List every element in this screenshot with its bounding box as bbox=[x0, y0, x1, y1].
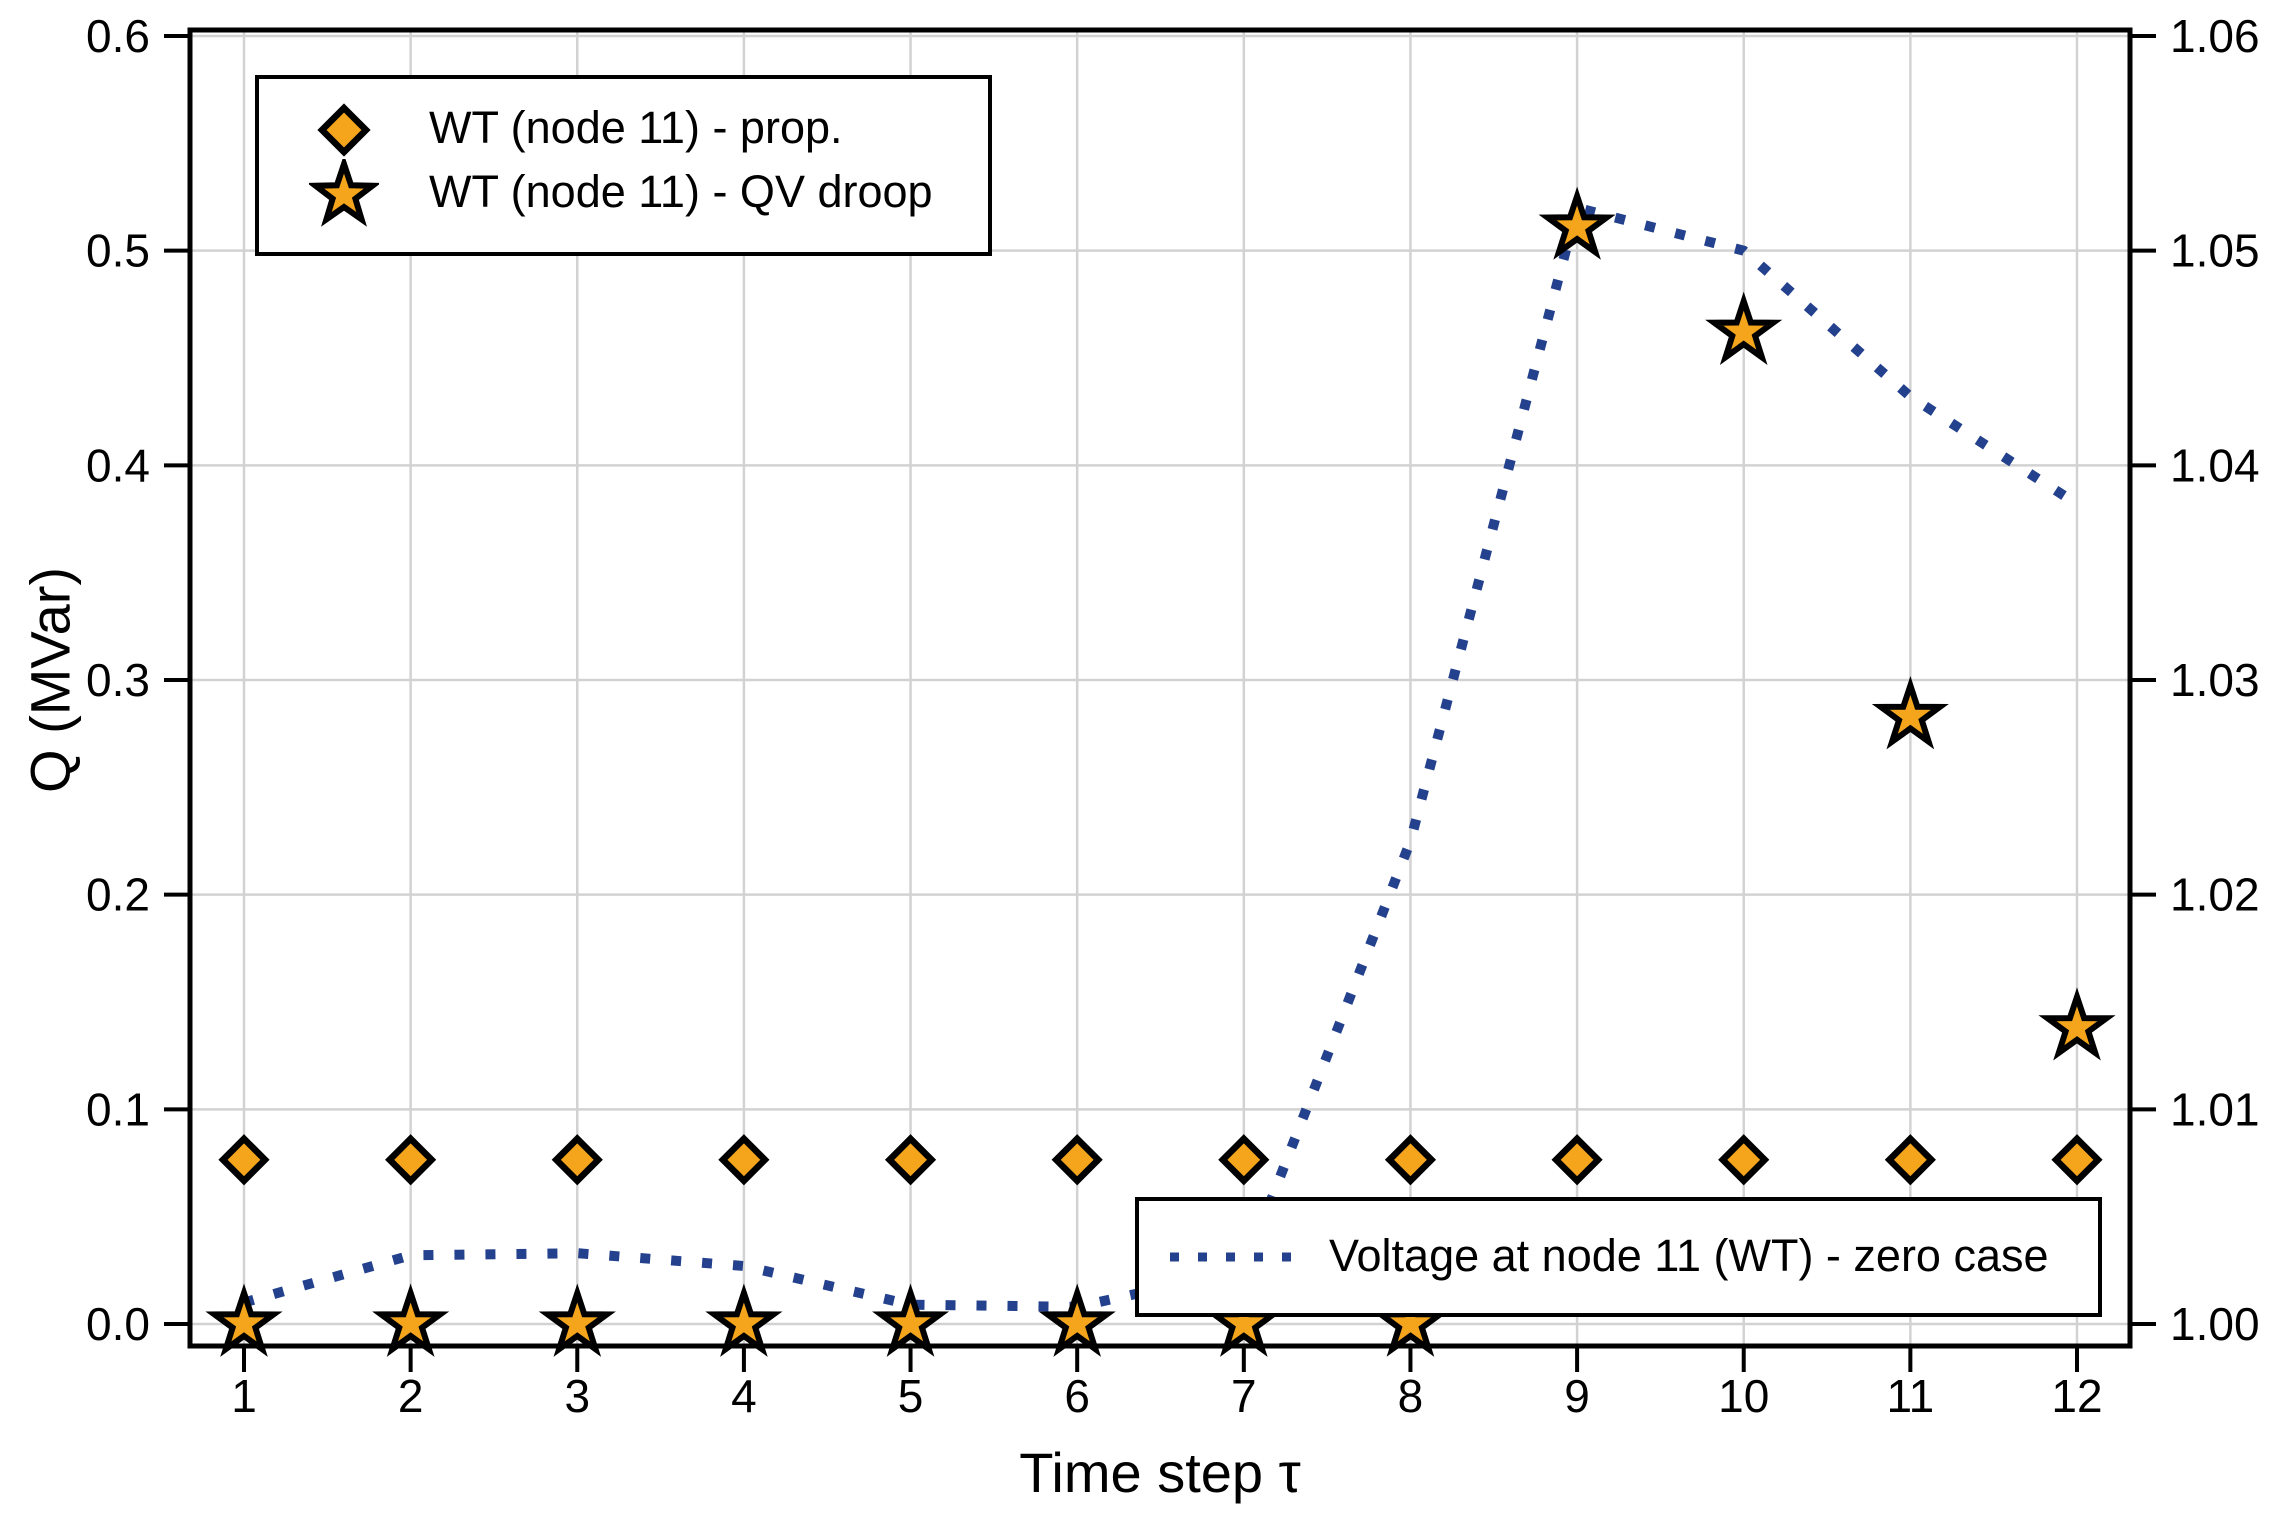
x-axis-title: Time step τ bbox=[1019, 1441, 1301, 1504]
diamond-marker bbox=[1051, 1134, 1103, 1186]
legend-row: Voltage at node 11 (WT) - zero case bbox=[1139, 1233, 2098, 1282]
legend-item-label: Voltage at node 11 (WT) - zero case bbox=[1329, 1229, 2049, 1281]
star-marker bbox=[2038, 987, 2116, 1061]
voltage-line bbox=[242, 201, 2080, 1312]
star-marker bbox=[872, 1283, 950, 1357]
x-tick-label: 2 bbox=[398, 1370, 424, 1422]
legend-item-label: WT (node 11) - prop. bbox=[429, 102, 843, 153]
x-tick-label: 4 bbox=[731, 1370, 757, 1422]
legend-item-label: WT (node 11) - QV droop bbox=[429, 166, 933, 217]
y-left-tick-label: 0.2 bbox=[86, 869, 150, 921]
y-left-tick-label: 0.1 bbox=[86, 1083, 150, 1135]
legend-row: WT (node 11) - QV droop bbox=[259, 158, 988, 229]
star-marker bbox=[1038, 1283, 1116, 1357]
y-right-tick-label: 1.03 bbox=[2170, 654, 2260, 706]
y-right-tick-label: 1.06 bbox=[2170, 10, 2260, 62]
diamond-marker bbox=[1384, 1134, 1437, 1186]
x-tick-label: 1 bbox=[231, 1370, 257, 1422]
star-marker bbox=[705, 1283, 783, 1357]
diamond-marker bbox=[218, 1134, 270, 1186]
x-tick-label: 10 bbox=[1718, 1370, 1769, 1422]
y-right-tick-label: 1.01 bbox=[2170, 1083, 2260, 1135]
y-left-tick-label: 0.0 bbox=[86, 1298, 150, 1350]
x-tick-label: 11 bbox=[1886, 1370, 1934, 1422]
y-left-tick-label: 0.6 bbox=[86, 10, 150, 62]
x-tick-label: 3 bbox=[564, 1370, 590, 1422]
star-marker-icon bbox=[259, 158, 429, 229]
x-tick-label: 6 bbox=[1064, 1370, 1090, 1422]
plot-frame bbox=[187, 27, 2133, 1349]
diamond-marker bbox=[1551, 1134, 1603, 1186]
diamond-marker bbox=[551, 1134, 603, 1186]
star-marker bbox=[1871, 675, 1949, 750]
star-marker bbox=[1538, 186, 1616, 260]
x-tick-label: 7 bbox=[1231, 1370, 1257, 1422]
y-right-tick-label: 1.05 bbox=[2170, 225, 2260, 277]
star-marker bbox=[1705, 291, 1783, 366]
y-axis-title: Q (MVar) bbox=[18, 566, 82, 794]
y-right-tick-label: 1.02 bbox=[2170, 869, 2260, 921]
diamond-marker bbox=[1218, 1134, 1270, 1186]
y-left-tick-label: 0.5 bbox=[86, 225, 150, 277]
markers-legend: WT (node 11) - prop. WT (node 11) - QV d… bbox=[255, 75, 992, 256]
y-right-tick-label: 1.00 bbox=[2170, 1298, 2260, 1350]
star-marker bbox=[205, 1283, 283, 1357]
legend-row: WT (node 11) - prop. bbox=[259, 102, 988, 157]
diamond-marker bbox=[2051, 1134, 2103, 1186]
dotted-line-icon bbox=[1139, 1250, 1329, 1264]
diamond-marker bbox=[718, 1134, 770, 1186]
diamond-marker bbox=[385, 1134, 437, 1186]
diamond-marker bbox=[1718, 1134, 1770, 1186]
star-marker bbox=[372, 1283, 450, 1357]
y-left-tick-label: 0.3 bbox=[86, 654, 150, 706]
y-right-tick-label: 1.04 bbox=[2170, 439, 2260, 491]
star-marker bbox=[538, 1283, 616, 1357]
diamond-marker bbox=[884, 1134, 937, 1186]
x-tick-label: 5 bbox=[898, 1370, 924, 1422]
voltage-legend: Voltage at node 11 (WT) - zero case bbox=[1135, 1197, 2102, 1317]
x-tick-label: 12 bbox=[2051, 1370, 2102, 1422]
x-tick-label: 8 bbox=[1398, 1370, 1424, 1422]
diamond-marker bbox=[1884, 1134, 1936, 1186]
y-left-tick-label: 0.4 bbox=[86, 439, 150, 491]
x-tick-label: 9 bbox=[1564, 1370, 1590, 1422]
diamond-marker-icon bbox=[259, 102, 429, 157]
